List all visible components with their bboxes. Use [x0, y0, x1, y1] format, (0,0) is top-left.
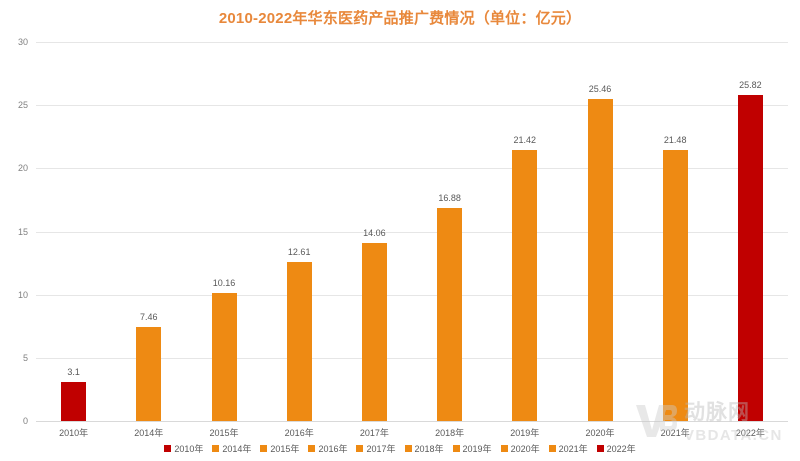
bar-value-label: 12.61 — [287, 246, 311, 257]
bar-value-label: 21.48 — [663, 134, 687, 145]
bar[interactable] — [361, 243, 387, 421]
legend-item[interactable]: 2010年 — [164, 442, 203, 455]
x-axis-tick-label: 2019年 — [510, 428, 540, 438]
chart-title: 2010-2022年华东医药产品推广费情况（单位：亿元） — [218, 10, 582, 27]
bar-value-label: 21.42 — [513, 135, 537, 146]
legend-label: 2010年 — [174, 444, 204, 454]
bar-value-label: 10.16 — [212, 277, 236, 288]
gridline — [36, 357, 788, 359]
bar-value-label: 16.88 — [438, 192, 461, 203]
legend-item[interactable]: 2015年 — [260, 442, 299, 455]
x-axis-tick-label: 2015年 — [209, 428, 239, 438]
legend-label: 2022年 — [606, 444, 636, 454]
legend-item[interactable]: 2019年 — [452, 442, 492, 455]
legend-swatch-icon — [308, 445, 316, 452]
x-axis-tick-label: 2016年 — [284, 428, 314, 438]
x-axis-tick-label: 2021年 — [660, 428, 690, 438]
legend-label: 2020年 — [510, 444, 540, 454]
legend-swatch-icon — [260, 445, 268, 452]
legend-swatch-icon — [548, 445, 556, 452]
bar-value-label: 25.82 — [739, 79, 762, 90]
legend-label: 2019年 — [462, 444, 492, 454]
legend-swatch-icon — [500, 445, 508, 452]
gridline — [36, 168, 788, 170]
bar-value-label: 3.1 — [67, 366, 80, 377]
y-axis-tick-label: 0 — [22, 416, 28, 426]
legend-item[interactable]: 2016年 — [308, 442, 347, 455]
legend-label: 2018年 — [414, 444, 444, 454]
bar-value-label: 14.06 — [363, 228, 386, 239]
bar[interactable] — [737, 94, 763, 421]
bar[interactable] — [286, 261, 312, 421]
bar[interactable] — [587, 99, 613, 421]
x-axis-tick-label: 2022年 — [735, 428, 765, 438]
legend-item[interactable]: 2021年 — [548, 442, 588, 455]
y-axis-tick-label: 5 — [22, 352, 28, 363]
x-axis-tick-label: 2020年 — [585, 428, 615, 438]
legend-swatch-icon — [452, 445, 460, 452]
y-axis-tick-label: 25 — [17, 100, 28, 111]
y-axis-tick-label: 20 — [17, 163, 28, 174]
gridline — [36, 231, 788, 233]
chart-legend: 2010年 2014年 2015年 2016年 2017年 2018年 2019年 2020年… — [0, 442, 800, 455]
bar[interactable] — [437, 207, 463, 421]
legend-label: 2016年 — [318, 444, 348, 454]
x-axis-tick-label: 2017年 — [359, 428, 389, 438]
bar[interactable] — [211, 292, 237, 421]
y-axis-tick-label: 30 — [17, 37, 28, 47]
legend-item[interactable]: 2022年 — [596, 442, 636, 455]
legend-label: 2014年 — [222, 444, 252, 454]
bar[interactable] — [662, 149, 688, 421]
legend-swatch-icon — [404, 445, 412, 452]
legend-swatch-icon — [212, 445, 220, 452]
legend-label: 2015年 — [270, 444, 300, 454]
x-axis-tick-label: 2018年 — [435, 428, 465, 438]
legend-label: 2017年 — [366, 444, 396, 454]
y-axis-tick-label: 10 — [17, 289, 28, 300]
bar-value-label: 25.46 — [588, 84, 612, 95]
legend-item[interactable]: 2018年 — [404, 442, 444, 455]
legend-item[interactable]: 2017年 — [356, 442, 396, 455]
legend-label: 2021年 — [558, 444, 588, 454]
gridline — [36, 294, 788, 296]
legend-swatch-icon — [164, 445, 172, 452]
legend-item[interactable]: 2014年 — [212, 442, 251, 455]
x-axis-tick-label: 2010年 — [59, 428, 89, 438]
gridline — [36, 421, 788, 422]
bar[interactable] — [61, 381, 87, 421]
legend-swatch-icon — [356, 445, 364, 452]
bar[interactable] — [136, 326, 162, 421]
bar[interactable] — [512, 150, 538, 421]
legend-item[interactable]: 2020年 — [500, 442, 540, 455]
gridline — [36, 42, 788, 43]
legend-swatch-icon — [596, 445, 604, 452]
plot-area: 3.1 7.46 10.16 12.61 14.06 16.88 21.42 25.46 21.… — [36, 42, 788, 422]
bar-value-label: 7.46 — [140, 311, 158, 322]
gridline — [36, 105, 788, 107]
y-axis-tick-label: 15 — [17, 226, 28, 237]
x-axis-tick-label: 2014年 — [134, 428, 164, 438]
